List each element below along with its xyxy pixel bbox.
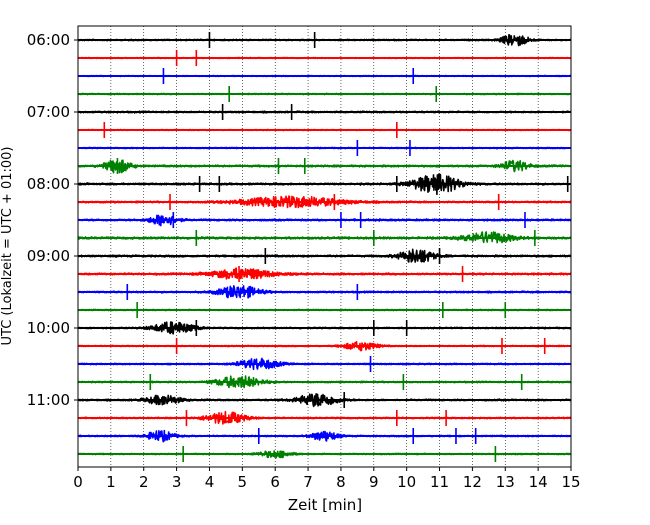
- trace-row: [77, 122, 572, 138]
- x-tick-label: 13: [496, 473, 515, 491]
- x-tick-label: 10: [397, 473, 416, 491]
- trace-row: [77, 410, 572, 426]
- trace-row: [77, 428, 572, 444]
- x-tick-label: 8: [336, 473, 346, 491]
- y-tick-label: 08:00: [27, 175, 70, 193]
- trace-row: [77, 446, 572, 462]
- trace-row: [77, 356, 572, 372]
- x-tick-label: 2: [139, 473, 149, 491]
- x-tick-label: 12: [463, 473, 482, 491]
- trace-row: [77, 266, 572, 282]
- trace-row: [77, 158, 572, 174]
- y-tick-label: 06:00: [27, 31, 70, 49]
- trace-row: [77, 86, 572, 102]
- trace-row: [77, 104, 572, 120]
- x-tick-label: 0: [73, 473, 83, 491]
- trace-row: [77, 248, 572, 264]
- y-tick-label: 07:00: [27, 103, 70, 121]
- trace-row: [77, 194, 572, 210]
- x-axis-ticks: 0 1 2 3 4 5 6 7 8 9 10 11 12 13 14 15: [73, 467, 581, 491]
- y-tick-label: 10:00: [27, 319, 70, 337]
- y-axis-ticks: 06:00 07:00 08:00 09:00 10:00 11:00: [27, 31, 78, 409]
- trace-row: [77, 212, 572, 228]
- trace-row: [77, 230, 572, 246]
- y-tick-label: 11:00: [27, 391, 70, 409]
- seismogram-traces: [77, 32, 572, 462]
- x-tick-label: 3: [172, 473, 182, 491]
- x-tick-label: 15: [561, 473, 580, 491]
- y-axis-label: UTC (Lokalzeit = UTC + 01:00): [0, 147, 15, 346]
- x-tick-label: 11: [430, 473, 449, 491]
- x-tick-label: 6: [270, 473, 280, 491]
- x-tick-label: 7: [303, 473, 313, 491]
- x-tick-label: 5: [238, 473, 248, 491]
- trace-row: [77, 302, 572, 318]
- trace-row: [77, 338, 572, 354]
- trace-row: [77, 50, 572, 66]
- trace-row: [77, 284, 572, 300]
- trace-row: [77, 173, 572, 196]
- x-axis-label: Zeit [min]: [288, 496, 362, 514]
- x-tick-label: 4: [205, 473, 215, 491]
- trace-row: [77, 392, 572, 408]
- x-tick-label: 1: [106, 473, 116, 491]
- trace-row: [77, 374, 572, 390]
- x-tick-label: 14: [529, 473, 548, 491]
- y-tick-label: 09:00: [27, 247, 70, 265]
- trace-row: [77, 32, 572, 48]
- x-tick-label: 9: [369, 473, 379, 491]
- trace-row: [77, 320, 572, 336]
- trace-row: [77, 68, 572, 84]
- plot-frame: [77, 25, 572, 468]
- trace-row: [77, 140, 572, 156]
